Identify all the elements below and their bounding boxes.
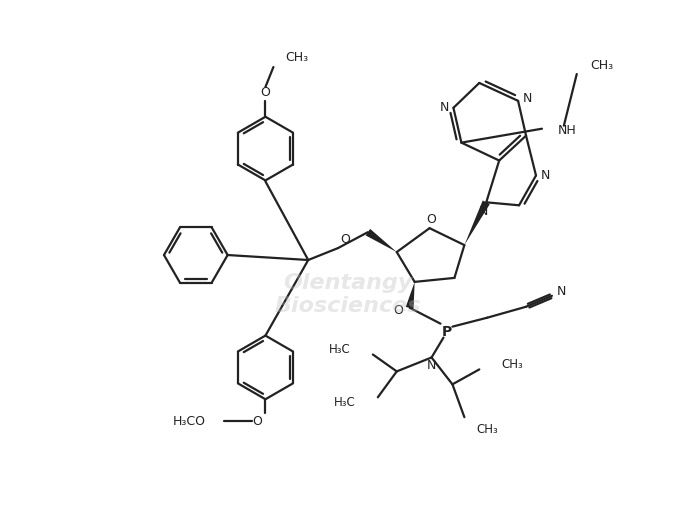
Text: O: O [340,232,350,245]
Text: Olentangy
Biosciences: Olentangy Biosciences [275,273,421,316]
Text: NH: NH [558,124,576,137]
Text: N: N [557,285,567,298]
Text: O: O [260,86,270,99]
Text: H₃C: H₃C [334,396,356,409]
Text: O: O [253,414,262,427]
Text: H₃C: H₃C [329,343,351,356]
Text: O: O [427,213,436,226]
Text: P: P [441,324,452,339]
Polygon shape [464,201,490,245]
Text: N: N [523,93,532,106]
Text: CH₃: CH₃ [501,358,523,371]
Polygon shape [406,282,415,308]
Text: CH₃: CH₃ [476,423,498,436]
Text: N: N [440,101,449,114]
Text: N: N [427,359,436,372]
Text: CH₃: CH₃ [591,59,614,72]
Text: CH₃: CH₃ [285,50,308,63]
Text: H₃CO: H₃CO [173,414,206,427]
Polygon shape [365,229,397,252]
Text: N: N [540,169,550,182]
Text: O: O [393,304,403,317]
Text: N: N [479,205,488,218]
